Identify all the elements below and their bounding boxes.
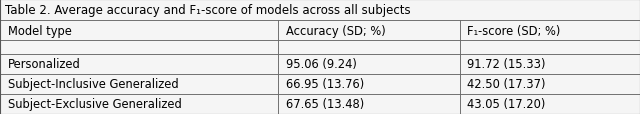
Text: Model type: Model type [8,25,72,38]
Bar [460,74,640,94]
Bar [0,0,640,21]
Bar [278,21,460,41]
Bar [0,54,278,74]
Text: 91.72 (15.33): 91.72 (15.33) [467,58,546,70]
Text: Accuracy (SD; %): Accuracy (SD; %) [286,25,386,38]
Bar [0,74,278,94]
Text: Subject-Exclusive Generalized: Subject-Exclusive Generalized [8,98,181,110]
Text: Subject-Inclusive Generalized: Subject-Inclusive Generalized [8,78,179,91]
Text: Personalized: Personalized [8,58,81,70]
Text: F₁-score (SD; %): F₁-score (SD; %) [467,25,561,38]
Bar [460,41,640,54]
Text: Table 2. Average accuracy and F₁-score of models across all subjects: Table 2. Average accuracy and F₁-score o… [5,4,411,17]
Bar [0,21,278,41]
Bar [278,54,460,74]
Bar [278,94,460,114]
Text: 66.95 (13.76): 66.95 (13.76) [286,78,364,91]
Bar [460,54,640,74]
Text: 42.50 (17.37): 42.50 (17.37) [467,78,546,91]
Bar [278,74,460,94]
Bar [0,94,278,114]
Text: 67.65 (13.48): 67.65 (13.48) [286,98,364,110]
Text: 95.06 (9.24): 95.06 (9.24) [286,58,357,70]
Bar [460,21,640,41]
Text: 43.05 (17.20): 43.05 (17.20) [467,98,545,110]
Bar [460,94,640,114]
Bar [0,41,278,54]
Bar [278,41,460,54]
